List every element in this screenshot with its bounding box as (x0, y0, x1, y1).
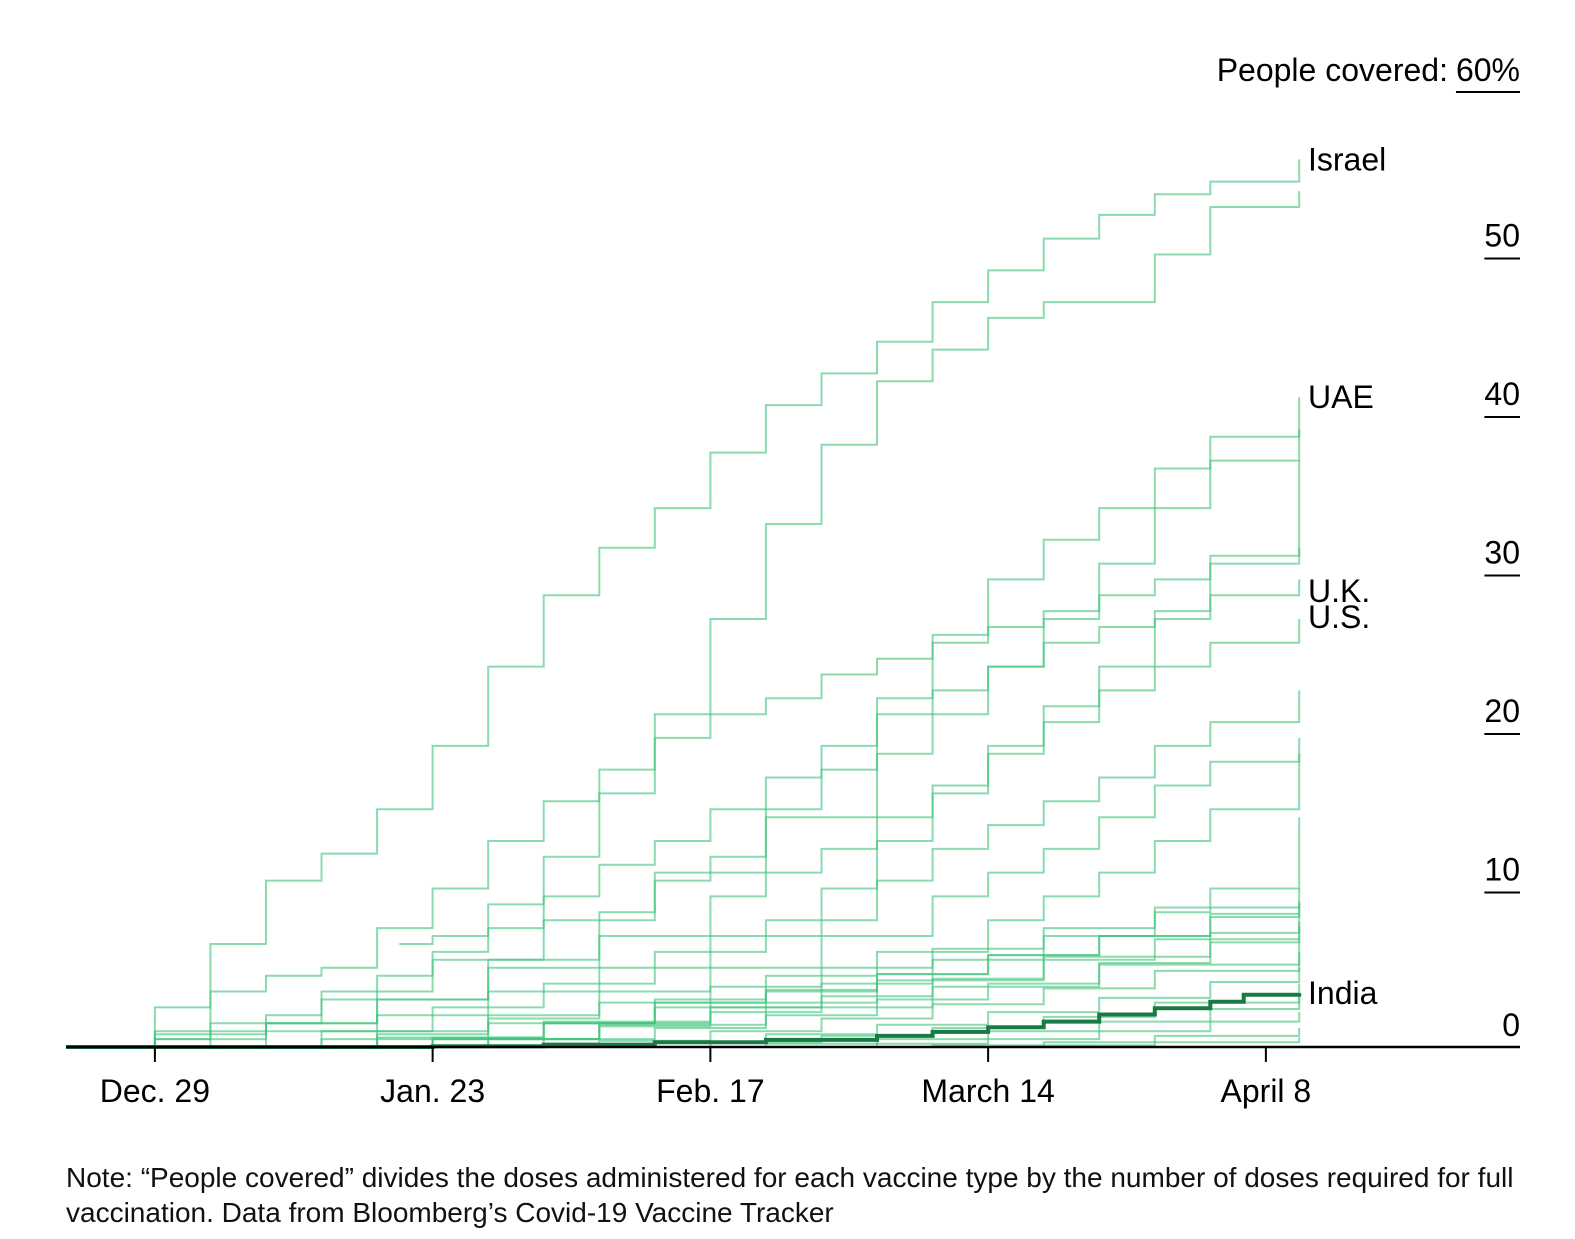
series-label: U.S. (1308, 599, 1370, 635)
y-axis-title: People covered: (1217, 52, 1448, 88)
series-label: UAE (1308, 379, 1374, 415)
x-tick-label: March 14 (921, 1073, 1054, 1109)
series-layer (66, 159, 1301, 1048)
series-line (66, 1012, 1301, 1048)
series-line (66, 939, 1301, 1048)
series-line (66, 690, 1301, 1048)
country-labels: Israel UAE U.K.U.S. India (1308, 141, 1386, 1011)
highlight-layer (66, 992, 1302, 1049)
series-label: India (1308, 975, 1378, 1011)
chart: Dec. 29 Jan. 23 Feb. 17 March 14 April 8 0 10… (66, 52, 1520, 1109)
series-line (66, 737, 1301, 1048)
series-line (66, 397, 1301, 1048)
y-tick-label: 30 (1484, 535, 1520, 571)
y-tick-label: 50 (1484, 218, 1520, 254)
y-tick-label: 20 (1484, 693, 1520, 729)
x-tick-label: Jan. 23 (380, 1073, 485, 1109)
x-ticks: Dec. 29 Jan. 23 Feb. 17 March 14 April 8 (100, 1047, 1311, 1109)
series-label: U.K. (1308, 573, 1370, 609)
series-line (66, 579, 1301, 1048)
x-tick-label: April 8 (1221, 1073, 1312, 1109)
series-line-highlight (66, 992, 1302, 1049)
series-line (66, 951, 1301, 1048)
x-tick-label: Dec. 29 (100, 1073, 210, 1109)
series-line (66, 619, 1301, 1048)
series-line (399, 191, 1301, 945)
y-ticks: 0 10 20 30 40 50 60%People covered: (1217, 52, 1520, 1043)
y-tick-label: 60% (1456, 52, 1520, 88)
y-tick-label: 40 (1484, 376, 1520, 412)
series-label: Israel (1308, 141, 1386, 177)
series-line (66, 428, 1301, 1048)
series-line (66, 921, 1301, 1048)
chart-note: Note: “People covered” divides the doses… (66, 1162, 1514, 1228)
y-tick-label: 10 (1484, 852, 1520, 888)
series-line (66, 547, 1301, 1048)
x-tick-label: Feb. 17 (656, 1073, 765, 1109)
series-line (66, 159, 1301, 1048)
y-tick-label: 0 (1502, 1007, 1520, 1043)
